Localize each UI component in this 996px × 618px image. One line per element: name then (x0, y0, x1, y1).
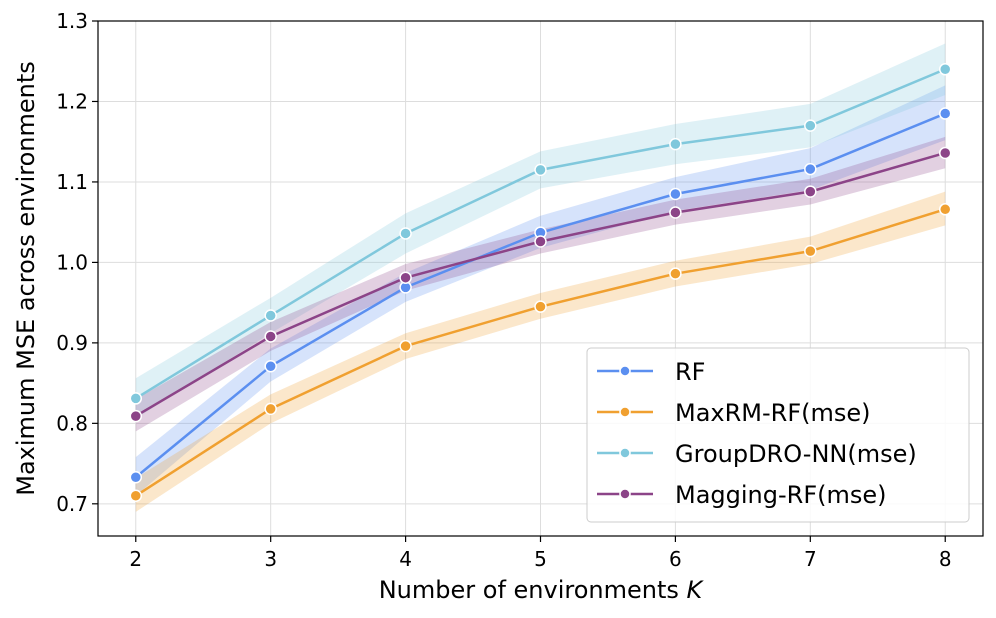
point-magging-rf-mse (264, 330, 277, 343)
point-magging-rf-mse (399, 271, 412, 284)
legend-entry-magging-rf-mse: Magging-RF(mse) (597, 481, 887, 509)
x-tick-label: 7 (804, 547, 817, 571)
point-magging-rf-mse (938, 146, 952, 160)
legend-entry-groupdro-nn-mse: GroupDRO-NN(mse) (597, 440, 917, 468)
legend-label: Magging-RF(mse) (675, 481, 887, 509)
series-markers (129, 63, 952, 503)
point-groupdro-nn-mse (534, 163, 547, 177)
band-rf (135, 85, 946, 496)
point-maxrm-rf-mse (804, 244, 817, 258)
point-rf (938, 107, 952, 120)
legend-box (586, 347, 970, 523)
y-axis-ticks: 0.7 0.8 0.9 1.0 1.1 1.2 1.3 (56, 9, 98, 516)
legend-entry-maxrm-rf-mse: MaxRM-RF(mse) (597, 399, 871, 427)
point-magging-rf-mse (534, 235, 547, 248)
point-magging-rf-mse (129, 409, 143, 423)
point-maxrm-rf-mse (534, 300, 547, 313)
legend-label: GroupDRO-NN(mse) (675, 440, 917, 468)
point-groupdro-nn-mse (264, 309, 277, 322)
point-rf (264, 359, 277, 373)
point-maxrm-rf-mse (399, 339, 412, 353)
legend-label: MaxRM-RF(mse) (675, 399, 871, 427)
x-tick-label: 3 (264, 547, 277, 571)
x-axis-ticks: 2 3 4 5 6 7 8 (129, 536, 952, 571)
point-groupdro-nn-mse (399, 227, 412, 240)
legend-swatch-marker (619, 406, 631, 418)
band-maxrm-rf-mse (135, 191, 946, 512)
point-maxrm-rf-mse (129, 489, 143, 503)
x-axis-title: Number of environments K (379, 576, 705, 604)
legend-swatch-marker (619, 488, 631, 500)
point-groupdro-nn-mse (938, 63, 952, 76)
point-groupdro-nn-mse (669, 137, 682, 151)
band-groupdro-nn-mse (135, 43, 946, 419)
point-magging-rf-mse (804, 185, 817, 198)
point-maxrm-rf-mse (669, 267, 682, 280)
legend-label: RF (675, 358, 705, 386)
y-tick-label: 1.0 (56, 250, 88, 274)
point-maxrm-rf-mse (938, 203, 952, 216)
legend: RF MaxRM-RF(mse) GroupDRO-NN(mse) Magging-R… (586, 347, 970, 523)
band-magging-rf-mse (135, 136, 946, 432)
point-maxrm-rf-mse (264, 402, 277, 416)
y-tick-label: 1.2 (56, 89, 88, 113)
legend-swatch-marker (619, 447, 631, 459)
y-tick-label: 1.3 (56, 9, 88, 33)
point-rf (129, 471, 143, 484)
x-tick-label: 2 (129, 547, 142, 571)
x-tick-label: 5 (534, 547, 547, 571)
y-tick-label: 1.1 (56, 170, 88, 194)
y-tick-label: 0.8 (56, 411, 88, 435)
y-axis-title: Maximum MSE across environments (12, 61, 40, 496)
legend-entry-rf: RF (597, 358, 705, 386)
x-tick-label: 4 (399, 547, 412, 571)
point-groupdro-nn-mse (129, 392, 143, 405)
confidence-bands (135, 43, 946, 512)
point-rf (669, 187, 682, 201)
x-tick-label: 8 (939, 547, 952, 571)
y-tick-label: 0.9 (56, 331, 88, 355)
point-rf (804, 162, 817, 176)
point-groupdro-nn-mse (804, 119, 817, 132)
legend-swatch-marker (619, 365, 631, 377)
y-tick-label: 0.7 (56, 492, 88, 516)
point-magging-rf-mse (669, 206, 682, 219)
x-tick-label: 6 (669, 547, 682, 571)
